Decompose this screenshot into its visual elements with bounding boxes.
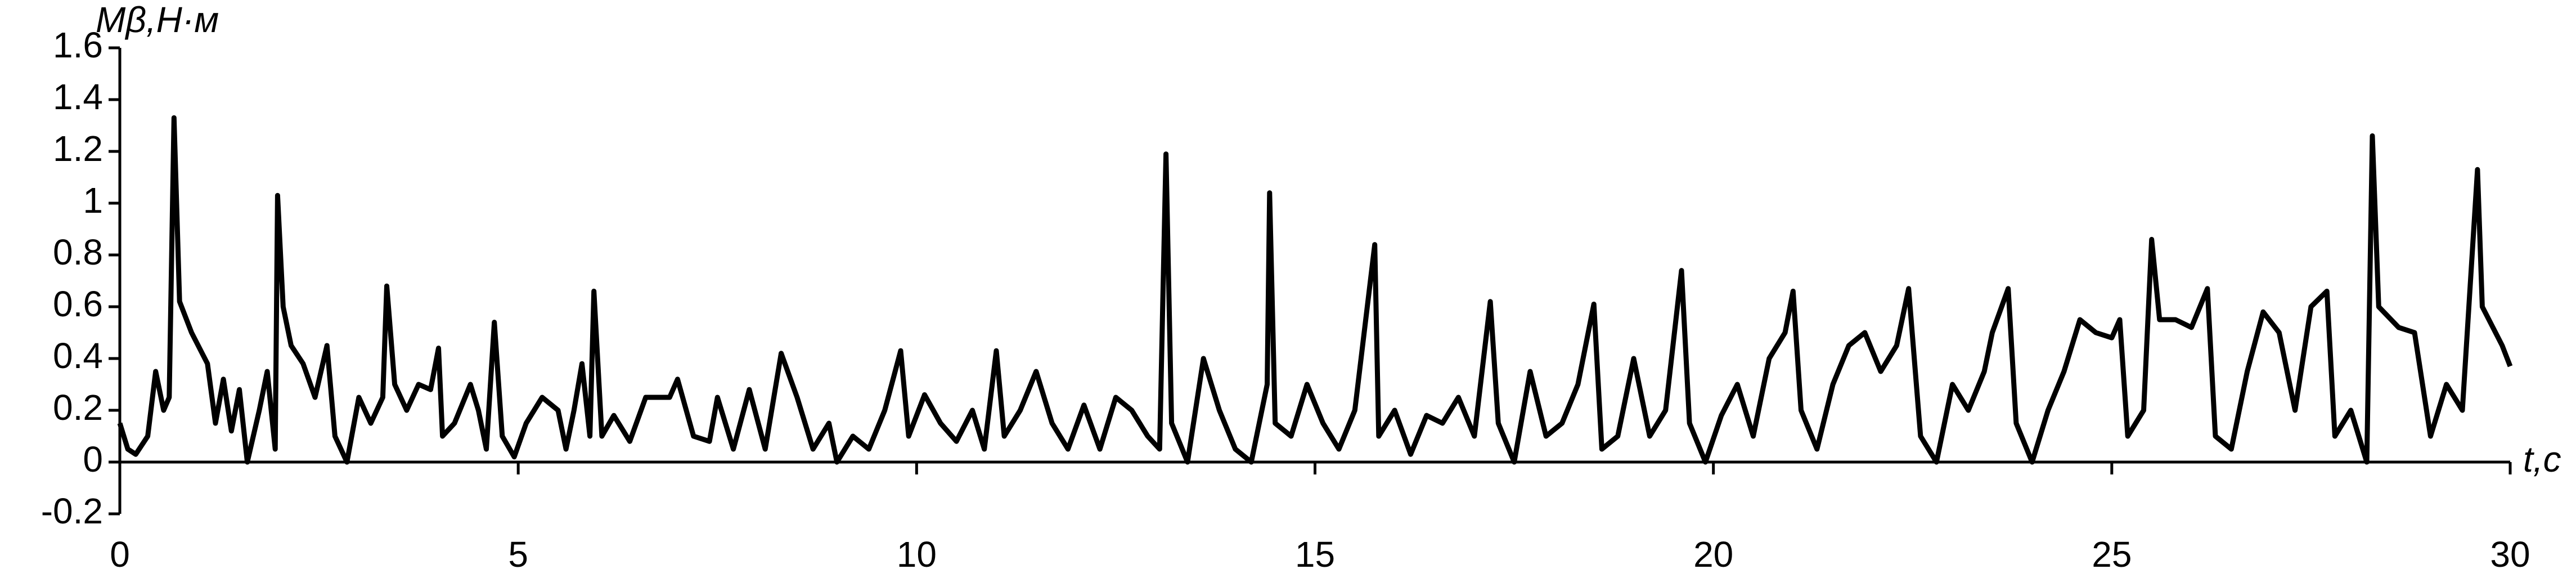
y-tick-label: 1 (83, 180, 103, 221)
x-tick-label: 10 (897, 534, 937, 575)
y-tick-label: -0.2 (41, 491, 103, 531)
y-tick-label: 1.4 (53, 77, 103, 117)
y-tick-label: 0 (83, 439, 103, 480)
x-tick-label: 5 (508, 534, 528, 575)
x-tick-label: 20 (1693, 534, 1733, 575)
x-axis-label: t,с (2523, 439, 2561, 480)
x-tick-label: 30 (2490, 534, 2530, 575)
y-tick-label: 1.6 (53, 25, 103, 65)
y-tick-label: 0.8 (53, 232, 103, 272)
y-tick-label: 0.4 (53, 335, 103, 376)
y-tick-label: 0.2 (53, 387, 103, 428)
y-tick-label: 0.6 (53, 284, 103, 324)
x-tick-label: 25 (2092, 534, 2132, 575)
data-line (117, 115, 2513, 465)
y-tick-label: 1.2 (53, 128, 103, 169)
x-tick-label: 15 (1295, 534, 1335, 575)
y-axis-label: Mβ,Н·м (96, 0, 219, 40)
x-tick-label: 0 (110, 534, 130, 575)
